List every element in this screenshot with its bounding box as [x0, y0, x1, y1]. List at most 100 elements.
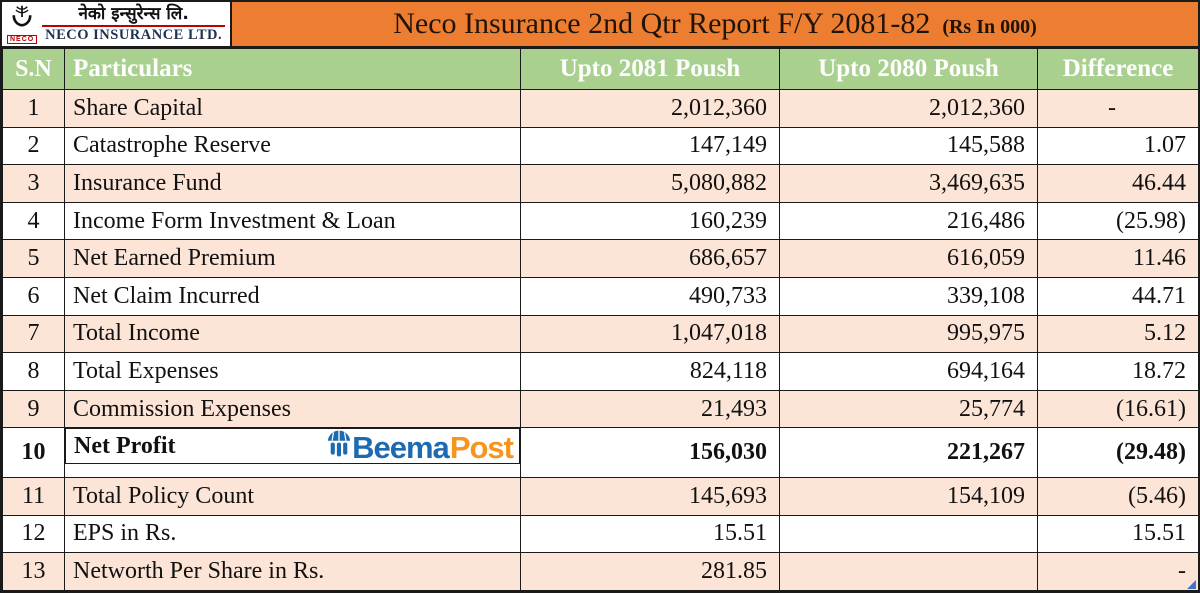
cell-upto-2080: 616,059 — [779, 239, 1038, 278]
table-row: 4 Income Form Investment & Loan 160,239 … — [2, 201, 1199, 241]
cell-upto-2081: 145,693 — [520, 477, 780, 516]
column-header-particulars: Particulars — [64, 48, 521, 90]
cell-difference: 18.72 — [1037, 352, 1199, 391]
neco-logo: NECO नेको इन्सुरेन्स लि. NECO INSURANCE … — [2, 2, 232, 46]
particulars-label: Total Income — [73, 320, 200, 347]
cell-particulars: Total Policy Count — [64, 477, 521, 516]
column-header-difference: Difference — [1037, 48, 1199, 90]
beemapost-beema-text: Beema — [352, 430, 450, 465]
particulars-label: Commission Expenses — [73, 395, 292, 422]
cell-upto-2080: 25,774 — [779, 389, 1038, 429]
cell-particulars: Catastrophe Reserve — [64, 126, 521, 166]
table-row: 13 Networth Per Share in Rs. 281.85 - — [2, 552, 1199, 591]
table-row: 1 Share Capital 2,012,360 2,012,360 - — [2, 89, 1199, 128]
cell-difference: 1.07 — [1037, 126, 1199, 166]
column-header-upto-2080: Upto 2080 Poush — [779, 48, 1038, 90]
particulars-label: Net Claim Incurred — [73, 282, 260, 309]
column-header-sn: S.N — [2, 48, 65, 90]
cell-particulars: Net Profit Beema Post — [65, 428, 520, 465]
cell-sn: 8 — [2, 352, 65, 391]
cell-upto-2081: 281.85 — [520, 552, 780, 591]
sheet-corner-marker — [1187, 580, 1196, 589]
cell-particulars: Net Earned Premium — [64, 239, 521, 278]
cell-difference: (16.61) — [1037, 389, 1199, 429]
table-row: 8 Total Expenses 824,118 694,164 18.72 — [2, 352, 1199, 391]
cell-particulars: Networth Per Share in Rs. — [64, 552, 521, 591]
cell-upto-2081: 160,239 — [520, 201, 780, 241]
cell-sn: 4 — [2, 201, 65, 241]
neco-emblem: NECO — [7, 4, 38, 44]
particulars-label: EPS in Rs. — [73, 520, 177, 547]
cell-upto-2081: 15.51 — [520, 514, 780, 554]
table-row: 7 Total Income 1,047,018 995,975 5.12 — [2, 314, 1199, 354]
top-banner: NECO नेको इन्सुरेन्स लि. NECO INSURANCE … — [2, 2, 1198, 48]
particulars-label: Total Policy Count — [73, 482, 254, 509]
table-row: 3 Insurance Fund 5,080,882 3,469,635 46.… — [2, 164, 1199, 203]
cell-particulars: Share Capital — [64, 89, 521, 128]
cell-sn: 9 — [2, 389, 65, 429]
cell-upto-2080: 154,109 — [779, 477, 1038, 516]
cell-sn: 6 — [2, 276, 65, 316]
cell-upto-2081: 1,047,018 — [520, 314, 780, 354]
cell-sn: 1 — [2, 89, 65, 128]
particulars-label: Catastrophe Reserve — [73, 132, 271, 159]
cell-upto-2081: 5,080,882 — [520, 164, 780, 203]
particulars-label: Income Form Investment & Loan — [73, 207, 396, 234]
particulars-label: Net Earned Premium — [73, 245, 276, 272]
cell-sn: 13 — [2, 552, 65, 591]
cell-difference: 11.46 — [1037, 239, 1199, 278]
unit-note: (Rs In 000) — [942, 15, 1037, 38]
report-title: Neco Insurance 2nd Qtr Report F/Y 2081-8… — [393, 7, 931, 40]
cell-sn: 11 — [2, 477, 65, 516]
cell-sn: 5 — [2, 239, 65, 278]
cell-difference: (25.98) — [1037, 201, 1199, 241]
cell-difference: - — [1037, 89, 1199, 128]
cell-particulars: EPS in Rs. — [64, 514, 521, 554]
cell-particulars: Insurance Fund — [64, 164, 521, 203]
cell-upto-2080: 2,012,360 — [779, 89, 1038, 128]
cell-upto-2080: 339,108 — [779, 276, 1038, 316]
cell-sn: 2 — [2, 126, 65, 166]
cell-particulars: Income Form Investment & Loan — [64, 201, 521, 241]
neco-emblem-label: NECO — [7, 35, 38, 44]
cell-upto-2080: 995,975 — [779, 314, 1038, 354]
report-table-body: 1 Share Capital 2,012,360 2,012,360 - 2 … — [2, 89, 1199, 591]
cell-upto-2081: 147,149 — [520, 126, 780, 166]
particulars-label: Net Profit — [74, 432, 176, 459]
neco-emblem-icon — [9, 4, 35, 34]
cell-upto-2081: 21,493 — [520, 389, 780, 429]
cell-upto-2081: 2,012,360 — [520, 89, 780, 128]
cell-difference: (5.46) — [1037, 477, 1199, 516]
table-row: 6 Net Claim Incurred 490,733 339,108 44.… — [2, 276, 1199, 316]
cell-particulars: Commission Expenses — [64, 389, 521, 429]
table-row: 5 Net Earned Premium 686,657 616,059 11.… — [2, 239, 1199, 278]
cell-difference: 5.12 — [1037, 314, 1199, 354]
cell-upto-2081: 490,733 — [520, 276, 780, 316]
table-row: 10 Net Profit Beema Post 156,030 221,267 … — [2, 427, 1199, 479]
cell-upto-2080: 145,588 — [779, 126, 1038, 166]
cell-particulars: Total Income — [64, 314, 521, 354]
neco-name-devanagari: नेको इन्सुरेन्स लि. — [78, 4, 189, 25]
cell-sn: 12 — [2, 514, 65, 554]
beemapost-watermark: Beema Post — [327, 429, 514, 465]
cell-difference: 15.51 — [1037, 514, 1199, 554]
neco-logo-text: नेको इन्सुरेन्स लि. NECO INSURANCE LTD. — [42, 5, 225, 43]
cell-sn: 7 — [2, 314, 65, 354]
cell-upto-2081: 686,657 — [520, 239, 780, 278]
report-table-wrap: S.N Particulars Upto 2081 Poush Upto 208… — [2, 48, 1199, 591]
table-row: 9 Commission Expenses 21,493 25,774 (16.… — [2, 389, 1199, 429]
cell-upto-2080: 694,164 — [779, 352, 1038, 391]
logo-divider-line — [42, 24, 225, 27]
cell-upto-2081: 824,118 — [520, 352, 780, 391]
cell-difference: 44.71 — [1037, 276, 1199, 316]
cell-upto-2080: 221,267 — [779, 427, 1038, 479]
cell-particulars: Net Claim Incurred — [64, 276, 521, 316]
cell-upto-2080 — [779, 552, 1038, 591]
particulars-label: Networth Per Share in Rs. — [73, 558, 325, 585]
cell-difference: (29.48) — [1037, 427, 1199, 479]
cell-upto-2080: 216,486 — [779, 201, 1038, 241]
cell-difference: 46.44 — [1037, 164, 1199, 203]
particulars-label: Total Expenses — [73, 357, 219, 384]
cell-upto-2080: 3,469,635 — [779, 164, 1038, 203]
